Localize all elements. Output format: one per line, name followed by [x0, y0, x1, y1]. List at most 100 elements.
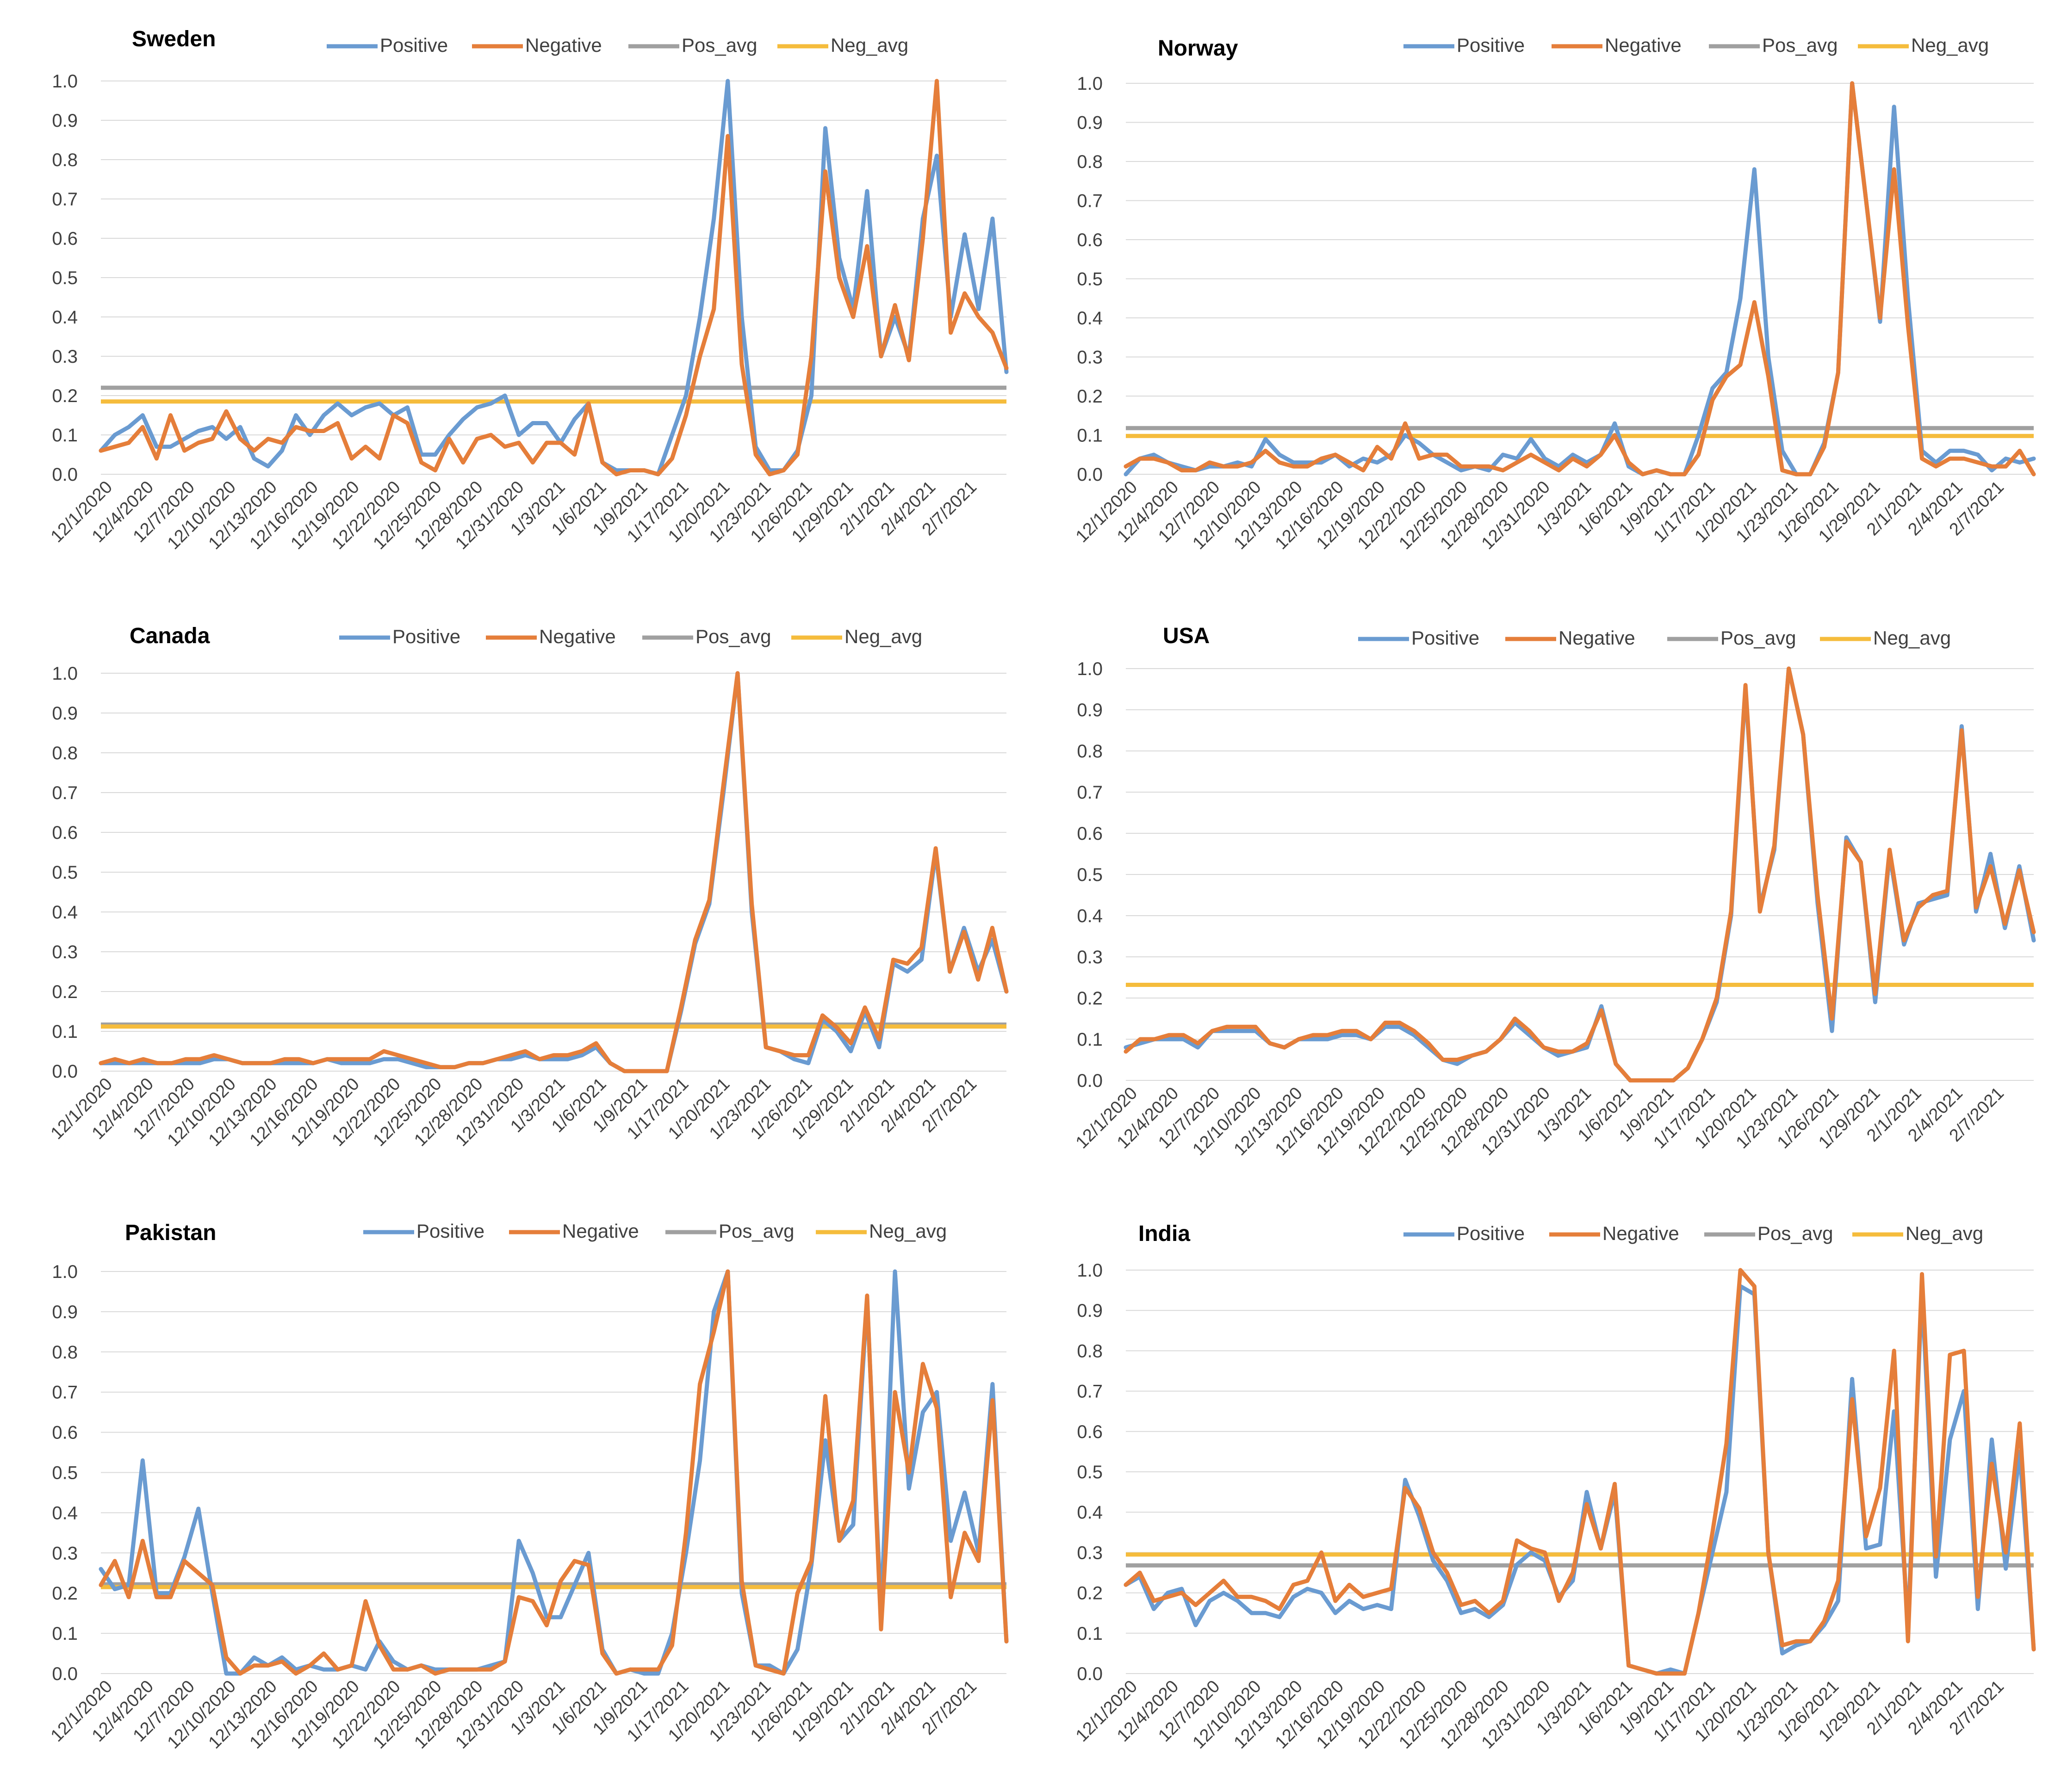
chart-title: Pakistan	[125, 1221, 216, 1245]
legend-label-negative: Negative	[562, 1220, 639, 1242]
legend-label-neg-avg: Neg_avg	[1873, 627, 1951, 649]
legend-label-positive: Positive	[1411, 627, 1479, 649]
chart-panel-pakistan: 1.00.90.80.70.60.50.40.30.20.10.012/1/20…	[47, 1220, 1009, 1753]
y-tick-label: 0.4	[52, 1503, 78, 1523]
series-line-negative	[99, 671, 1009, 1073]
legend-label-positive: Positive	[416, 1220, 484, 1242]
y-tick-label: 0.0	[52, 465, 78, 485]
y-tick-label: 0.2	[1077, 1583, 1103, 1604]
legend-label-negative: Negative	[1605, 34, 1682, 56]
y-tick-label: 0.4	[1077, 1502, 1103, 1523]
series-line-negative	[1124, 1268, 2036, 1676]
chart-panel-canada: 1.00.90.80.70.60.50.40.30.20.10.012/1/20…	[47, 624, 1009, 1150]
y-tick-label: 0.6	[1077, 824, 1103, 844]
y-tick-label: 0.6	[1077, 230, 1103, 250]
y-tick-label: 0.8	[52, 743, 78, 763]
y-tick-label: 0.7	[52, 783, 78, 803]
y-tick-label: 0.5	[52, 862, 78, 883]
chart-panel-sweden: 1.00.90.80.70.60.50.40.30.20.10.012/1/20…	[47, 27, 1009, 553]
y-tick-label: 0.3	[1077, 347, 1103, 368]
y-tick-label: 0.3	[52, 347, 78, 367]
chart-panel-india: 1.00.90.80.70.60.50.40.30.20.10.012/1/20…	[1072, 1222, 2036, 1753]
y-tick-label: 0.3	[1077, 1543, 1103, 1563]
y-tick-label: 0.1	[1077, 1624, 1103, 1644]
y-tick-label: 1.0	[52, 1262, 78, 1282]
series-line-negative	[99, 79, 1009, 477]
y-tick-label: 0.5	[1077, 269, 1103, 290]
y-tick-label: 0.4	[52, 307, 78, 328]
y-tick-label: 0.9	[52, 1302, 78, 1322]
series-line-negative	[99, 1269, 1009, 1676]
y-tick-label: 1.0	[52, 663, 78, 684]
y-tick-label: 0.0	[1077, 1664, 1103, 1684]
y-tick-label: 0.0	[1077, 465, 1103, 485]
series-line-positive	[1124, 1284, 2036, 1676]
y-tick-label: 0.9	[1077, 1301, 1103, 1321]
y-tick-label: 0.7	[1077, 782, 1103, 803]
chart-title: India	[1138, 1222, 1190, 1246]
legend-label-positive: Positive	[1457, 1222, 1525, 1244]
legend-label-neg-avg: Neg_avg	[1906, 1222, 1983, 1244]
y-tick-label: 0.6	[1077, 1422, 1103, 1442]
y-tick-label: 0.5	[52, 268, 78, 288]
y-tick-label: 0.1	[1077, 1029, 1103, 1050]
y-tick-label: 0.8	[52, 150, 78, 170]
y-tick-label: 0.9	[52, 111, 78, 131]
legend-label-positive: Positive	[380, 34, 448, 56]
legend-label-pos-avg: Pos_avg	[1720, 627, 1796, 649]
legend-label-neg-avg: Neg_avg	[831, 34, 908, 56]
y-tick-label: 0.4	[1077, 308, 1103, 329]
y-tick-label: 0.0	[1077, 1071, 1103, 1091]
y-tick-label: 1.0	[1077, 659, 1103, 679]
legend-label-neg-avg: Neg_avg	[844, 626, 922, 647]
legend-label-negative: Negative	[1558, 627, 1635, 649]
y-tick-label: 0.2	[52, 982, 78, 1002]
y-tick-label: 0.5	[52, 1463, 78, 1483]
y-tick-label: 0.5	[1077, 865, 1103, 885]
y-tick-label: 0.1	[1077, 426, 1103, 446]
y-tick-label: 1.0	[1077, 74, 1103, 94]
y-tick-label: 0.4	[1077, 906, 1103, 926]
y-tick-label: 0.1	[52, 425, 78, 446]
chart-panel-norway: 1.00.90.80.70.60.50.40.30.20.10.012/1/20…	[1072, 34, 2036, 553]
y-tick-label: 0.8	[1077, 741, 1103, 762]
y-tick-label: 0.4	[52, 902, 78, 923]
y-tick-label: 0.3	[52, 1543, 78, 1563]
y-tick-label: 0.7	[1077, 191, 1103, 211]
y-tick-label: 0.7	[52, 189, 78, 210]
y-tick-label: 0.2	[52, 386, 78, 406]
y-tick-label: 0.9	[1077, 700, 1103, 720]
y-tick-label: 0.2	[1077, 988, 1103, 1009]
legend-label-pos-avg: Pos_avg	[1757, 1222, 1833, 1244]
y-tick-label: 0.9	[1077, 113, 1103, 133]
legend-label-neg-avg: Neg_avg	[1911, 34, 1989, 56]
y-tick-label: 0.9	[52, 703, 78, 724]
y-tick-label: 0.6	[52, 229, 78, 249]
y-tick-label: 0.8	[52, 1342, 78, 1363]
y-tick-label: 0.8	[1077, 1341, 1103, 1361]
chart-title: Sweden	[132, 27, 216, 51]
y-tick-label: 0.2	[52, 1583, 78, 1604]
y-tick-label: 0.2	[1077, 386, 1103, 407]
y-tick-label: 0.3	[52, 942, 78, 962]
legend-label-positive: Positive	[1457, 34, 1525, 56]
y-tick-label: 0.7	[1077, 1382, 1103, 1402]
chart-title: Norway	[1158, 36, 1238, 61]
y-tick-label: 0.6	[52, 823, 78, 843]
y-tick-label: 0.5	[1077, 1462, 1103, 1482]
legend-label-pos-avg: Pos_avg	[1762, 34, 1838, 56]
y-tick-label: 0.1	[52, 1022, 78, 1042]
chart-title: USA	[1163, 624, 1210, 648]
legend-label-negative: Negative	[525, 34, 602, 56]
series-line-positive	[99, 79, 1009, 477]
legend-label-positive: Positive	[392, 626, 460, 647]
series-line-negative	[1124, 81, 2036, 477]
y-tick-label: 0.0	[52, 1061, 78, 1082]
y-tick-label: 0.1	[52, 1624, 78, 1644]
legend-label-pos-avg: Pos_avg	[682, 34, 757, 56]
y-tick-label: 1.0	[1077, 1260, 1103, 1281]
legend-label-neg-avg: Neg_avg	[869, 1220, 947, 1242]
y-tick-label: 0.0	[52, 1664, 78, 1684]
